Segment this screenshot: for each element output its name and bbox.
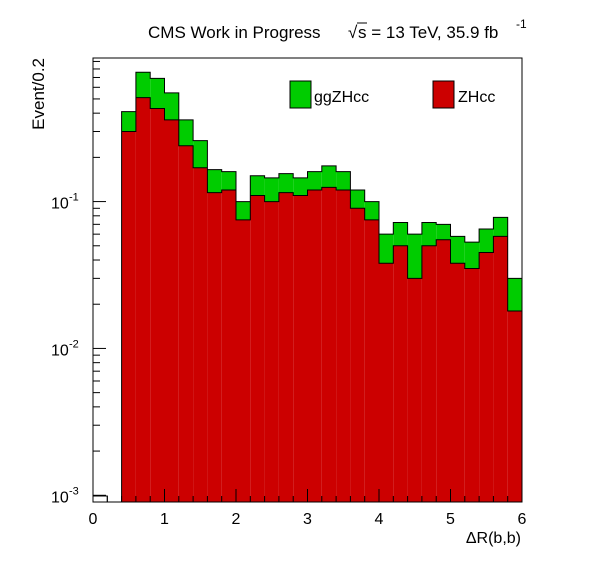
bar-ggZHcc	[379, 234, 394, 264]
bar-ggZHcc	[393, 222, 408, 246]
bar-ggZHcc	[493, 217, 508, 237]
bar-ggZHcc	[364, 201, 379, 220]
legend-label-ZHcc: ZHcc	[458, 89, 495, 106]
x-axis-label: ΔR(b,b)	[466, 530, 521, 547]
bar-ggZHcc	[135, 72, 151, 98]
bar-ggZHcc	[507, 278, 522, 311]
bar-ggZHcc	[207, 169, 222, 193]
bar-ggZHcc	[178, 119, 194, 146]
y-tick-label: 10	[51, 489, 69, 506]
y-tick-label-exponent: -1	[69, 192, 79, 204]
bar-ZHcc	[250, 195, 265, 503]
legend-label-ggZHcc: ggZHcc	[314, 89, 369, 106]
bar-ZHcc	[293, 195, 308, 503]
x-tick-labels: 0 1 2 3 4 5 6	[89, 511, 527, 528]
bar-ZHcc	[264, 201, 279, 503]
bar-ZHcc	[364, 219, 379, 502]
bar-ZHcc	[236, 219, 251, 502]
y-tick-labels: 10-310-210-1	[51, 192, 79, 507]
bar-ZHcc	[278, 192, 294, 503]
bar-ggZHcc	[264, 177, 279, 202]
x-tick-label: 2	[232, 511, 241, 528]
axis-ticks	[92, 60, 523, 502]
bar-ggZHcc	[164, 92, 179, 120]
bar-ggZHcc	[293, 177, 308, 196]
stack-outline	[121, 71, 523, 502]
bar-ggZHcc	[250, 175, 265, 196]
bar-ggZHcc	[436, 224, 451, 240]
x-tick-label: 1	[160, 511, 169, 528]
chart-title-exponent: -1	[516, 17, 527, 31]
bar-ZHcc	[321, 187, 337, 502]
bar-ZHcc	[307, 189, 322, 502]
bar-ggZHcc	[307, 171, 322, 190]
bar-ZHcc	[421, 245, 437, 503]
bar-ZHcc	[221, 189, 236, 502]
y-tick-label: 10	[51, 196, 69, 213]
y-axis-label: Event/0.2	[29, 58, 48, 130]
bar-ggZHcc	[221, 171, 236, 190]
bar-ZHcc	[507, 310, 522, 502]
bar-ggZHcc	[479, 229, 494, 253]
bar-ZHcc	[350, 208, 365, 502]
x-tick-label: 6	[518, 511, 527, 528]
bar-ZHcc	[407, 278, 422, 502]
bar-ggZHcc	[278, 173, 294, 193]
chart-title: CMS Work in Progress	[148, 23, 321, 42]
bar-ZHcc	[178, 145, 194, 502]
y-tick-label: 10	[51, 342, 69, 359]
bar-ZHcc	[450, 263, 465, 502]
bar-ggZHcc	[121, 111, 136, 132]
sqrt-symbol: √	[348, 23, 358, 42]
bar-ggZHcc	[421, 222, 437, 246]
bar-ZHcc	[493, 236, 508, 502]
bar-ggZHcc	[336, 171, 351, 190]
bar-ggZHcc	[464, 242, 480, 269]
bar-ZHcc	[121, 131, 136, 503]
x-tick-label: 3	[303, 511, 312, 528]
x-tick-label: 0	[89, 511, 98, 528]
bar-ggZHcc	[150, 78, 165, 109]
bar-ZHcc	[436, 239, 451, 502]
bar-ZHcc	[207, 192, 222, 503]
bar-ggZHcc	[407, 234, 422, 279]
x-tick-label: 4	[375, 511, 384, 528]
histogram-bars	[121, 72, 522, 503]
legend-swatch-ZHcc	[432, 80, 455, 109]
y-tick-label-exponent: -2	[69, 338, 79, 350]
chart-title-energy: s = 13 TeV, 35.9 fb	[358, 23, 498, 42]
bar-ZHcc	[464, 268, 480, 502]
bar-ZHcc	[336, 189, 351, 502]
bar-ZHcc	[135, 97, 151, 503]
bar-ggZHcc	[450, 236, 465, 264]
bar-ggZHcc	[193, 140, 208, 168]
bar-ZHcc	[479, 252, 494, 502]
y-tick-label-exponent: -3	[69, 485, 79, 497]
bar-ZHcc	[379, 263, 394, 502]
bar-ggZHcc	[321, 165, 337, 188]
bar-ZHcc	[164, 119, 179, 503]
bar-ggZHcc	[350, 189, 365, 209]
bar-ZHcc	[393, 245, 408, 503]
legend: ggZHcc ZHcc	[289, 80, 495, 109]
bar-ggZHcc	[236, 201, 251, 220]
bar-ZHcc	[150, 108, 165, 502]
legend-swatch-ggZHcc	[289, 80, 312, 109]
x-tick-label: 5	[446, 511, 455, 528]
bar-ZHcc	[193, 167, 208, 502]
